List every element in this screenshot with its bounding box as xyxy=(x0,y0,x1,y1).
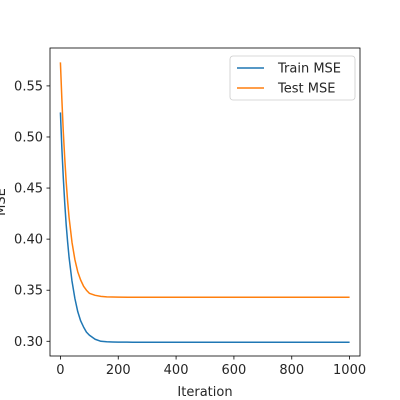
legend-label: Test MSE xyxy=(277,82,335,97)
x-tick-label: 0 xyxy=(56,363,64,378)
x-tick-label: 200 xyxy=(106,363,131,378)
y-tick-label: 0.50 xyxy=(14,130,43,145)
x-tick-label: 600 xyxy=(222,363,247,378)
legend: Train MSE Test MSE xyxy=(229,55,356,101)
x-tick-label: 1000 xyxy=(333,363,366,378)
x-tick-label: 400 xyxy=(164,363,189,378)
y-tick-label: 0.45 xyxy=(14,182,43,197)
y-tick-label: 0.40 xyxy=(14,233,43,248)
y-tick-label: 0.30 xyxy=(14,335,43,350)
series-line-train-mse xyxy=(59,112,350,343)
y-tick-label: 0.55 xyxy=(14,79,43,94)
y-tick-label: 0.35 xyxy=(14,284,43,299)
plot-frame xyxy=(49,47,361,357)
x-axis-label: Iteration xyxy=(177,385,232,400)
y-axis-label: MSE xyxy=(0,188,9,216)
x-tick-label: 800 xyxy=(279,363,304,378)
legend-label: Train MSE xyxy=(277,62,341,77)
axis-ticks: 0 200 400 600 800 1000 0.30 0.35 0.40 0.45 0.50 0.5… xyxy=(14,79,366,378)
series-line-test-mse xyxy=(59,62,350,299)
legend-box xyxy=(229,55,356,101)
series-lines xyxy=(59,62,350,343)
